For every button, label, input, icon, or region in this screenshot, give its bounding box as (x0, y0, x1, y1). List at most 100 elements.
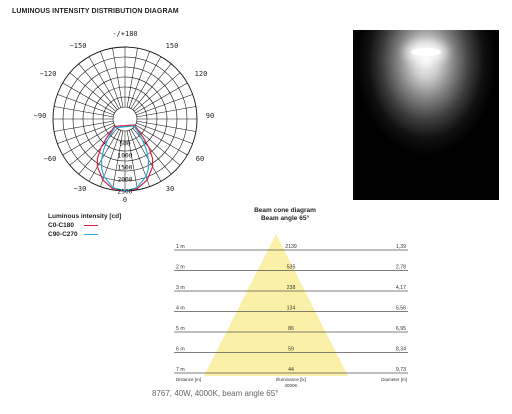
polar-spoke (62, 124, 115, 156)
angle-label-30: 30 (166, 185, 174, 193)
polar-spoke (136, 94, 193, 116)
radial-label: 500 (119, 140, 130, 147)
cone-row-diameter: 2,78 (396, 265, 406, 271)
polar-spoke (78, 63, 118, 110)
product-caption: 8767, 40W, 4000K, beam angle 65° (152, 389, 279, 398)
polar-spoke (112, 48, 124, 108)
cone-row-illuminance: 535 (287, 265, 296, 271)
polar-spoke (126, 48, 138, 108)
polar-spoke (57, 122, 114, 144)
cone-footer: Distance [m] Illuminance [lx] 4000K Diam… (176, 377, 407, 388)
polar-spoke (130, 129, 162, 182)
legend: Luminous intensity [cd] C0-C180 C90-C270 (48, 212, 121, 239)
cone-title-line2: Beam angle 65° (260, 215, 310, 222)
cone-row-diameter: 9,73 (396, 367, 406, 373)
radial-label: 1500 (118, 164, 133, 171)
polar-spoke (112, 130, 124, 190)
angle-label-neg30: −30 (74, 185, 87, 193)
legend-swatch-blue (84, 234, 98, 235)
polar-spoke (128, 51, 150, 108)
angle-label-150: 150 (166, 42, 179, 50)
polar-spoke (100, 130, 122, 187)
footer-distance: Distance [m] (176, 377, 201, 382)
cone-row-distance: 1 m (176, 244, 185, 250)
polar-spoke (136, 122, 193, 144)
cone-row-distance: 2 m (176, 265, 185, 271)
polar-spoke (134, 72, 181, 112)
polar-spoke (57, 94, 114, 116)
cone-row-diameter: 4,17 (396, 285, 406, 291)
legend-item-label: C0-C180 (48, 222, 75, 229)
polar-spoke (135, 82, 188, 114)
radial-label: 2000 (118, 176, 133, 183)
polar-spoke (54, 106, 114, 118)
legend-item-label: C90-C270 (48, 231, 78, 238)
polar-radial-labels: 500 1000 1500 2000 2500 (118, 140, 133, 195)
polar-curve-c0-c180 (96, 124, 154, 192)
lamp-source (411, 48, 441, 56)
legend-item-c0: C0-C180 (48, 221, 121, 230)
cone-row-distance: 7 m (176, 367, 185, 373)
polar-spoke (136, 106, 196, 118)
light-beam-photo (353, 30, 499, 200)
legend-item-c90: C90-C270 (48, 230, 121, 239)
polar-spoke (62, 82, 115, 114)
cone-row-diameter: 1,39 (396, 244, 406, 250)
cone-row-diameter: 6,95 (396, 326, 406, 332)
radial-label: 1000 (118, 152, 133, 159)
polar-spoke (69, 126, 116, 166)
polar-spoke (136, 120, 196, 132)
beam-cone-fill (204, 234, 348, 376)
polar-spoke (54, 120, 114, 132)
cone-row-illuminance: 2139 (285, 244, 297, 250)
cone-row-distance: 4 m (176, 306, 185, 312)
angle-label-neg90: −90 (34, 112, 47, 120)
cone-title: Beam cone diagram Beam angle 65° (200, 207, 370, 223)
polar-spoke (132, 128, 172, 175)
polar-spoke (100, 51, 122, 108)
beam-cone-diagram: 1 m 2139 1,39 2 m 535 2,78 3 m 238 4,17 4 m 134 5,5… (174, 234, 408, 388)
polar-spoke (88, 56, 120, 109)
angle-label-neg150: −150 (70, 42, 87, 50)
polar-spoke (132, 63, 172, 110)
polar-spoke (130, 56, 162, 109)
cone-row-diameter: 8,34 (396, 347, 406, 353)
angle-label-bottom: 0 (123, 196, 127, 204)
legend-heading: Luminous intensity [cd] (48, 213, 122, 220)
cone-row-illuminance: 134 (287, 306, 296, 312)
diagram-title: LUMINOUS INTENSITY DISTRIBUTION DIAGRAM (12, 8, 179, 15)
polar-curve-c90-c270 (101, 125, 149, 192)
cone-title-line1: Beam cone diagram (254, 207, 316, 214)
polar-spoke (126, 130, 138, 190)
cone-row-illuminance: 59 (288, 347, 294, 353)
angle-label-60: 60 (196, 155, 204, 163)
cone-row-distance: 5 m (176, 326, 185, 332)
cone-row-distance: 6 m (176, 347, 185, 353)
polar-spoke (69, 72, 116, 112)
cone-row-illuminance: 86 (288, 326, 294, 332)
footer-cct: 4000K (284, 383, 297, 388)
angle-label-top: -/+180 (112, 30, 137, 38)
angle-label-neg60: −60 (44, 155, 57, 163)
angle-label-90: 90 (206, 112, 214, 120)
radial-label: 2500 (118, 188, 133, 195)
angle-label-120: 120 (195, 70, 208, 78)
polar-spoke (88, 129, 120, 182)
light-glow (353, 30, 499, 200)
polar-grid (52, 46, 198, 192)
cone-row-illuminance: 238 (287, 285, 296, 291)
cone-row-distance: 3 m (176, 285, 185, 291)
cone-row-illuminance: 44 (288, 367, 294, 373)
polar-spoke (78, 128, 118, 175)
polar-spoke (128, 130, 150, 187)
legend-swatch-red (84, 225, 98, 226)
polar-angle-labels: -/+180 −150 150 −120 120 −90 90 −60 60 −… (34, 30, 215, 204)
cone-row-diameter: 5,56 (396, 306, 406, 312)
cone-rows: 1 m 2139 1,39 2 m 535 2,78 3 m 238 4,17 4 m 134 5,5… (174, 244, 408, 374)
footer-diameter: Diameter [m] (381, 377, 407, 382)
polar-spoke (135, 124, 188, 156)
footer-illuminance: Illuminance [lx] (276, 377, 306, 382)
angle-label-neg120: −120 (40, 70, 57, 78)
polar-spoke (134, 126, 181, 166)
